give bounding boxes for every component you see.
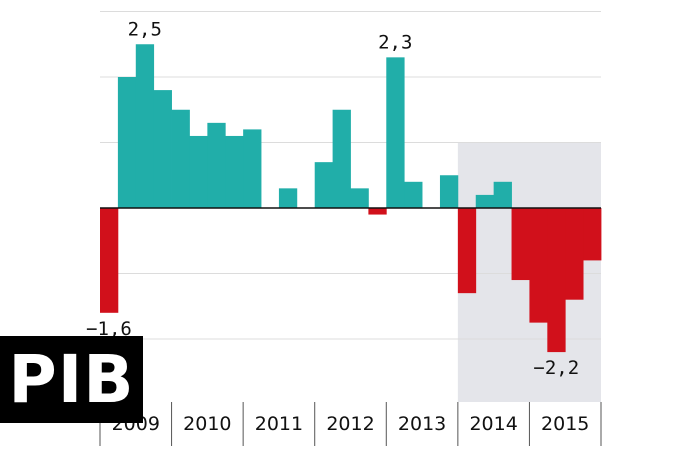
year-label-2012: 2012	[326, 413, 374, 435]
bar-2010-Q1	[171, 109, 190, 208]
bar-2014-Q3	[493, 181, 512, 208]
value-label-2009-Q1: −1,6	[86, 318, 132, 340]
bar-2015-Q4	[583, 208, 602, 261]
bar-2012-Q4	[368, 208, 387, 215]
bar-2014-Q2	[475, 194, 495, 208]
bar-2014-Q4	[511, 208, 530, 281]
bar-2015-Q1	[529, 208, 548, 323]
bar-2009-Q1	[100, 208, 119, 313]
title-box: PIB	[0, 336, 143, 423]
value-label-2009-Q3: 2,5	[128, 18, 162, 40]
bar-2013-Q2	[404, 181, 423, 208]
bar-2011-Q1	[243, 129, 262, 208]
value-label-2013-Q1: 2,3	[378, 31, 412, 53]
bar-2015-Q2	[547, 208, 566, 353]
year-label-2014: 2014	[469, 413, 517, 435]
bar-2010-Q3	[207, 122, 226, 208]
bar-2010-Q4	[225, 135, 244, 208]
bar-2011-Q3	[278, 188, 298, 208]
year-label-2010: 2010	[183, 413, 231, 435]
bar-2009-Q2	[117, 77, 137, 208]
bar-2012-Q2	[332, 109, 351, 208]
year-label-2011: 2011	[255, 413, 303, 435]
bar-2009-Q3	[135, 44, 155, 208]
year-label-2013: 2013	[398, 413, 446, 435]
year-label-2015: 2015	[541, 413, 589, 435]
bar-2015-Q3	[565, 208, 584, 300]
bar-2013-Q4	[439, 175, 459, 208]
value-label-2015-Q2: −2,2	[533, 357, 579, 379]
bar-2012-Q1	[314, 162, 334, 208]
bar-2014-Q1	[457, 208, 477, 294]
bar-2012-Q3	[350, 188, 369, 208]
bar-2010-Q2	[189, 135, 208, 208]
title-text: PIB	[8, 341, 135, 418]
bar-2009-Q4	[153, 90, 172, 208]
bar-2013-Q1	[386, 57, 405, 208]
